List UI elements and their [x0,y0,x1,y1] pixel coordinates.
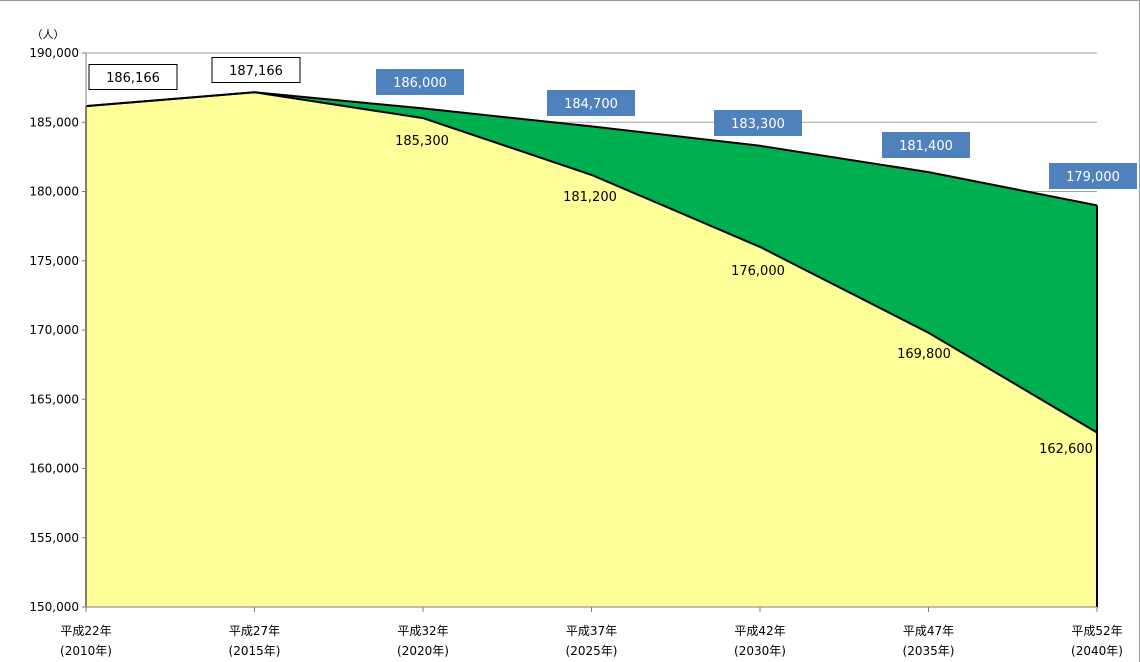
x-tick-label-year: (2010年) [60,644,112,658]
y-tick-label: 175,000 [29,254,79,268]
lower-value-label: 185,300 [395,134,449,149]
series-lower-area [86,92,1097,607]
y-tick-label: 190,000 [29,46,79,60]
x-tick-label-year: (2025年) [566,644,618,658]
lower-value-label: 162,600 [1039,442,1093,457]
x-tick-label-era: 平成52年 [1071,624,1122,638]
y-axis-unit-label: （人） [32,28,65,41]
x-tick-label-era: 平成47年 [903,624,954,638]
actual-value-callout [211,57,301,83]
y-tick-label: 165,000 [29,392,79,406]
upper-value-callout [1049,163,1137,189]
lower-value-label: 176,000 [731,264,785,279]
series-lower-line [85,91,1098,434]
lower-value-label: 181,200 [563,190,617,205]
upper-value-callout [376,69,464,95]
upper-value-callout [882,132,970,158]
y-tick-label: 180,000 [29,185,79,199]
y-tick-label: 185,000 [29,115,79,129]
x-tick-label-year: (2035年) [903,644,955,658]
y-tick-label: 160,000 [29,462,79,476]
x-tick-label-era: 平成22年 [60,624,111,638]
upper-value-label: 184,700 [564,97,618,112]
x-tick-label-year: (2040年) [1071,644,1123,658]
actual-value-label: 186,166 [106,71,160,86]
x-tick-label-year: (2030年) [734,644,786,658]
actual-value-callout [88,64,178,90]
x-tick-label-era: 平成32年 [397,624,448,638]
lower-value-label: 169,800 [897,347,951,362]
upper-value-callout [547,90,635,116]
x-tick-label-year: (2020年) [397,644,449,658]
y-tick-label: 150,000 [29,600,79,614]
y-tick-label: 155,000 [29,531,79,545]
y-tick-label: 170,000 [29,323,79,337]
x-tick-label-era: 平成27年 [229,624,280,638]
upper-value-label: 179,000 [1066,170,1120,185]
x-tick-label-era: 平成37年 [566,624,617,638]
upper-value-label: 183,300 [731,117,785,132]
x-tick-label-era: 平成42年 [734,624,785,638]
series-upper-band [86,92,1097,433]
upper-value-label: 186,000 [393,76,447,91]
x-tick-label-year: (2015年) [229,644,281,658]
upper-value-label: 181,400 [899,139,953,154]
upper-value-callout [714,110,802,136]
actual-value-label: 187,166 [229,64,283,79]
